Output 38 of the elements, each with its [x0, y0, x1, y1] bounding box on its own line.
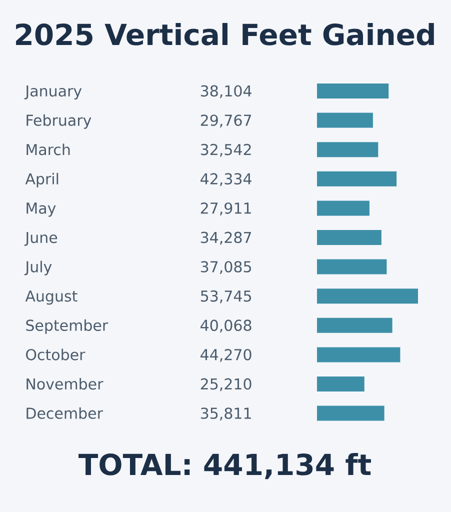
data-label: 37,085 [200, 261, 251, 274]
bar [317, 347, 400, 362]
chart-title: 2025 Vertical Feet Gained [16, 22, 434, 46]
y-tick-label: May [26, 202, 56, 217]
y-tick-label: October [26, 348, 86, 360]
y-tick-label: January [24, 85, 82, 100]
y-tick-label: April [25, 172, 58, 188]
y-tick-label: February [26, 114, 92, 129]
bar [317, 376, 364, 392]
bar [317, 142, 378, 158]
data-label: 27,911 [200, 202, 251, 216]
data-label: 29,767 [200, 114, 252, 128]
data-label: 42,334 [200, 173, 252, 186]
bar [317, 84, 389, 99]
bar [317, 200, 370, 216]
data-label: 38,104 [200, 85, 252, 98]
data-label: 34,287 [200, 232, 252, 245]
text: TOTAL: 441,134 ft [78, 452, 371, 480]
bar [317, 112, 373, 128]
y-tick-label: March [26, 144, 70, 156]
data-label: 40,068 [200, 320, 252, 333]
data-label: 53,745 [200, 290, 251, 304]
y-tick-label: September [26, 319, 108, 334]
y-tick-label: December [26, 407, 103, 419]
y-tick-label: August [25, 290, 78, 305]
bar [317, 288, 418, 304]
bar [317, 230, 382, 246]
bar [317, 318, 392, 333]
data-label: 25,210 [200, 378, 252, 392]
data-label: 44,270 [200, 348, 252, 362]
data-label: 35,811 [200, 408, 251, 420]
y-tick-label: June [24, 232, 58, 246]
data-label: 32,542 [200, 144, 251, 157]
bar [317, 259, 387, 274]
y-tick-label: November [26, 378, 104, 390]
bar [317, 406, 384, 421]
y-tick-label: July [24, 260, 52, 276]
bar [317, 171, 397, 186]
